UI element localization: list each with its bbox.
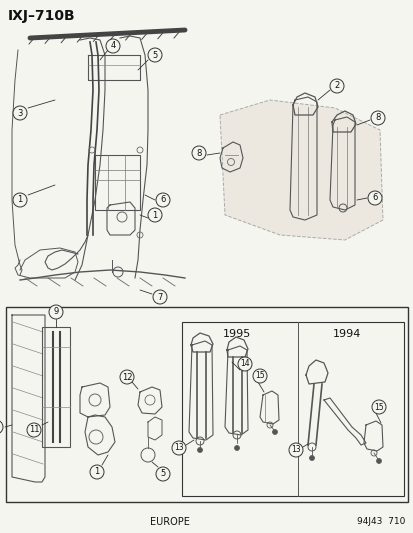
Text: 14: 14	[240, 359, 249, 368]
Circle shape	[147, 208, 161, 222]
Polygon shape	[219, 100, 382, 240]
Circle shape	[13, 106, 27, 120]
Circle shape	[27, 423, 41, 437]
Circle shape	[192, 146, 206, 160]
Circle shape	[49, 305, 63, 319]
Text: 4: 4	[110, 42, 115, 51]
Text: 1995: 1995	[222, 329, 251, 339]
Text: 2: 2	[334, 82, 339, 91]
Circle shape	[237, 357, 252, 371]
Text: 5: 5	[152, 51, 157, 60]
Text: 9: 9	[53, 308, 59, 317]
Circle shape	[367, 191, 381, 205]
Text: 6: 6	[160, 196, 165, 205]
Text: 1: 1	[152, 211, 157, 220]
Text: 11: 11	[28, 425, 39, 434]
Text: 12: 12	[121, 373, 132, 382]
Text: 13: 13	[174, 443, 183, 453]
Circle shape	[13, 193, 27, 207]
Text: 1994: 1994	[332, 329, 360, 339]
Bar	[6, 307, 407, 502]
Text: 10: 10	[0, 423, 1, 432]
Circle shape	[156, 193, 170, 207]
Circle shape	[147, 48, 161, 62]
Circle shape	[288, 443, 302, 457]
Text: 13: 13	[290, 446, 300, 455]
Circle shape	[272, 430, 277, 434]
Circle shape	[234, 446, 239, 450]
Text: 5: 5	[160, 470, 165, 479]
Text: 15: 15	[254, 372, 264, 381]
Bar	[42, 327, 70, 447]
Text: 6: 6	[371, 193, 377, 203]
Circle shape	[0, 420, 3, 434]
Circle shape	[309, 456, 314, 461]
Bar	[95, 155, 140, 210]
Circle shape	[371, 400, 385, 414]
Circle shape	[106, 39, 120, 53]
Bar	[182, 322, 403, 496]
Circle shape	[156, 467, 170, 481]
Text: 8: 8	[196, 149, 201, 157]
Text: 1: 1	[94, 467, 100, 477]
Circle shape	[375, 458, 380, 464]
Text: 1: 1	[17, 196, 23, 205]
Text: 15: 15	[373, 402, 383, 411]
Circle shape	[153, 290, 166, 304]
Text: 7: 7	[157, 293, 162, 302]
Text: 94J43  710: 94J43 710	[356, 518, 404, 527]
Circle shape	[171, 441, 185, 455]
Text: 8: 8	[375, 114, 380, 123]
Circle shape	[370, 111, 384, 125]
Circle shape	[197, 448, 202, 453]
Text: 3: 3	[17, 109, 23, 117]
Circle shape	[120, 370, 134, 384]
Text: IXJ–710B: IXJ–710B	[8, 9, 76, 23]
Circle shape	[252, 369, 266, 383]
Circle shape	[329, 79, 343, 93]
Circle shape	[90, 465, 104, 479]
Text: EUROPE: EUROPE	[150, 517, 190, 527]
